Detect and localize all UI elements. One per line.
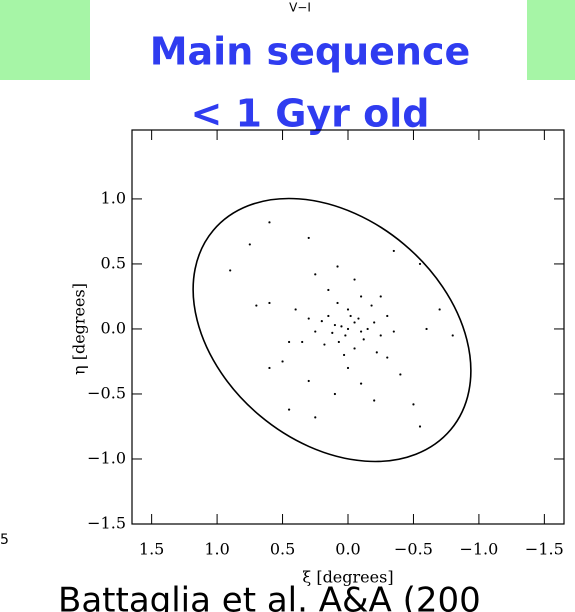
- x-tick-label: −1.0: [459, 540, 498, 559]
- x-tick-label: 1.5: [139, 540, 164, 559]
- star-point: [301, 340, 304, 344]
- star-point: [307, 236, 310, 240]
- plot-frame: [131, 129, 565, 525]
- star-point: [248, 243, 251, 246]
- star-point: [340, 325, 343, 328]
- star-point: [375, 351, 378, 354]
- y-axis-label: η [degrees]: [70, 283, 89, 375]
- star-point: [359, 382, 363, 385]
- star-point: [323, 343, 326, 346]
- star-point: [366, 327, 369, 331]
- star-point: [418, 425, 422, 428]
- star-point: [357, 317, 360, 320]
- star-point: [337, 340, 340, 344]
- star-point: [281, 360, 284, 363]
- star-point: [370, 304, 373, 307]
- star-point: [379, 295, 382, 298]
- star-point: [307, 379, 310, 383]
- star-point: [314, 330, 317, 333]
- star-point: [399, 373, 402, 376]
- star-point: [287, 340, 291, 344]
- star-point: [327, 288, 330, 292]
- star-point: [425, 327, 428, 331]
- y-tick-label: −0.5: [87, 383, 126, 402]
- x-tick-label: 0.0: [335, 540, 360, 559]
- star-point: [386, 314, 389, 318]
- fragment: 5: [0, 532, 9, 548]
- star-point: [314, 273, 317, 276]
- star-point: [392, 330, 395, 333]
- x-axis-label: ξ [degrees]: [302, 568, 393, 587]
- star-point: [386, 356, 389, 359]
- star-point: [268, 221, 271, 224]
- star-point: [392, 249, 395, 253]
- star-point: [320, 320, 323, 323]
- y-tick-label: 0.0: [101, 318, 126, 337]
- star-point: [342, 353, 346, 357]
- star-point: [294, 308, 297, 311]
- title-line: < 1 Gyr old: [190, 92, 429, 136]
- citation: Battaglia et al. A&A (200: [58, 581, 481, 612]
- title-line: Main sequence: [150, 30, 471, 74]
- boundary-ellipse: [192, 197, 472, 463]
- star-point: [362, 338, 365, 341]
- star-point: [336, 265, 339, 268]
- star-point: [331, 331, 334, 334]
- star-point: [336, 301, 339, 305]
- star-point: [353, 321, 356, 324]
- star-point: [379, 334, 382, 337]
- star-point: [373, 321, 376, 324]
- star-point: [344, 334, 347, 337]
- star-point: [346, 308, 350, 311]
- star-point: [359, 295, 363, 298]
- star-point: [418, 262, 422, 266]
- star-point: [229, 269, 232, 272]
- y-tick-label: 0.5: [101, 253, 126, 272]
- star-point: [346, 366, 350, 370]
- star-point: [412, 403, 415, 406]
- star-point: [314, 416, 317, 419]
- star-point: [327, 314, 330, 318]
- y-tick-label: 1.0: [101, 188, 126, 207]
- star-point: [307, 317, 310, 320]
- star-point: [451, 334, 454, 337]
- star-point: [346, 327, 350, 331]
- star-point: [353, 347, 356, 350]
- green-box: [527, 0, 575, 80]
- x-tick-label: 1.0: [204, 540, 229, 559]
- star-point: [255, 304, 258, 307]
- x-tick-label: −1.5: [525, 540, 564, 559]
- star-point: [438, 308, 441, 311]
- star-point: [353, 278, 356, 281]
- y-tick-label: −1.5: [87, 514, 126, 533]
- star-point: [333, 392, 337, 396]
- star-point: [373, 399, 376, 402]
- star-point: [333, 323, 337, 327]
- y-tick-label: −1.0: [87, 448, 126, 467]
- star-point: [287, 408, 291, 411]
- top-label: V−I: [289, 1, 311, 15]
- green-box: [0, 0, 90, 80]
- star-point: [268, 301, 271, 305]
- star-point: [349, 314, 352, 318]
- x-tick-label: 0.5: [270, 540, 295, 559]
- star-point: [359, 330, 363, 333]
- x-tick-label: −0.5: [394, 540, 433, 559]
- star-point: [268, 366, 271, 370]
